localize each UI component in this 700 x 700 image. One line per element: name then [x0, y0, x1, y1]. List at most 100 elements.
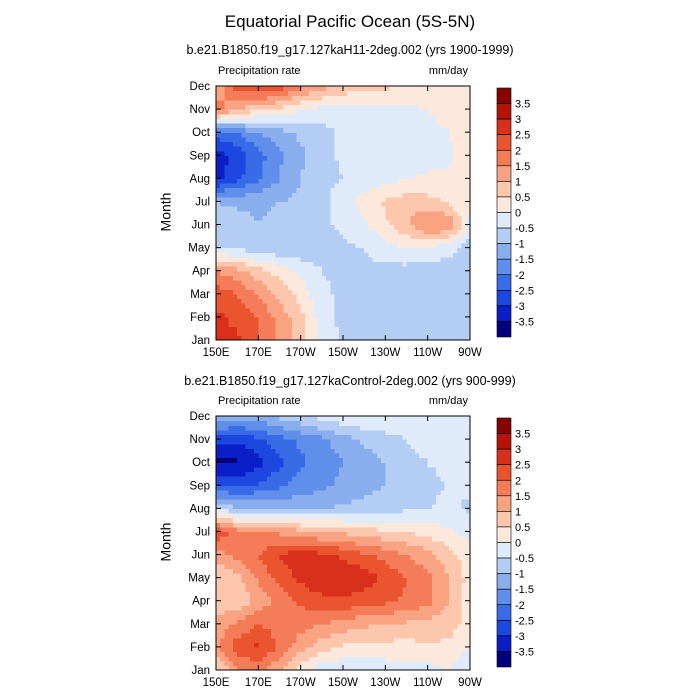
heatmap-cell	[453, 591, 458, 597]
heatmap-cell	[427, 219, 433, 226]
heatmap-cell	[389, 113, 395, 119]
heatmap-cell	[398, 206, 403, 212]
heatmap-cell	[330, 127, 336, 133]
heatmap-cell	[275, 224, 281, 230]
heatmap-cell	[389, 95, 395, 101]
heatmap-cell	[317, 646, 323, 653]
y-tick-label: Aug	[190, 173, 210, 185]
heatmap-cell	[351, 591, 357, 597]
heatmap-cell	[292, 609, 298, 616]
heatmap-cell	[296, 192, 302, 198]
heatmap-cell	[313, 609, 319, 616]
heatmap-cell	[317, 90, 323, 96]
heatmap-cell	[287, 146, 293, 152]
heatmap-cell	[216, 660, 221, 666]
heatmap-cell	[427, 132, 433, 138]
heatmap-cell	[414, 192, 420, 198]
heatmap-cell	[317, 224, 323, 230]
heatmap-cell	[228, 293, 234, 300]
heatmap-cell	[461, 298, 467, 304]
heatmap-cell	[465, 549, 471, 556]
heatmap-cell	[304, 169, 310, 175]
heatmap-cell	[427, 136, 433, 143]
heatmap-cell	[448, 549, 454, 556]
heatmap-cell	[364, 122, 369, 129]
heatmap-cell	[436, 600, 441, 606]
heatmap-cell	[228, 118, 234, 124]
heatmap-cell	[393, 122, 399, 129]
heatmap-cell	[381, 605, 386, 611]
heatmap-cell	[351, 104, 357, 110]
heatmap-cell	[245, 95, 251, 101]
heatmap-cell	[431, 219, 437, 226]
heatmap-cell	[313, 633, 319, 639]
heatmap-cell	[338, 169, 344, 175]
heatmap-cell	[275, 284, 281, 290]
heatmap-cell	[241, 215, 247, 221]
heatmap-cell	[359, 210, 365, 216]
heatmap-cell	[393, 312, 399, 318]
heatmap-cell	[309, 633, 314, 639]
heatmap-cell	[465, 243, 471, 249]
heatmap-cell	[444, 206, 450, 212]
heatmap-cell	[304, 321, 310, 327]
heatmap-cell	[398, 233, 403, 239]
heatmap-cell	[262, 605, 268, 611]
heatmap-cell	[228, 284, 234, 290]
heatmap-cell	[398, 646, 403, 653]
heatmap-cell	[347, 104, 353, 110]
heatmap-cell	[410, 196, 416, 203]
heatmap-cell	[304, 289, 310, 295]
heatmap-cell	[300, 141, 306, 147]
heatmap-cell	[266, 573, 272, 579]
heatmap-cell	[220, 582, 226, 588]
heatmap-cell	[410, 316, 416, 323]
heatmap-cell	[448, 136, 454, 143]
heatmap-cell	[292, 563, 298, 569]
heatmap-cell	[304, 261, 310, 267]
panel-1-colorbar: 3.532.521.510.50-0.5-1-1.5-2-2.5-3-3.5	[496, 87, 534, 338]
heatmap-cell	[220, 559, 226, 565]
heatmap-cell	[279, 192, 285, 198]
heatmap-cell	[440, 233, 446, 239]
heatmap-cell	[453, 573, 458, 579]
heatmap-cell	[372, 252, 378, 258]
heatmap-cell	[304, 136, 310, 143]
heatmap-cell	[436, 573, 441, 579]
heatmap-cell	[309, 127, 314, 133]
heatmap-cell	[343, 159, 348, 166]
heatmap-cell	[300, 164, 306, 170]
heatmap-cell	[232, 155, 238, 161]
heatmap-cell	[385, 289, 391, 295]
heatmap-cell	[414, 637, 420, 643]
heatmap-cell	[444, 95, 450, 101]
heatmap-cell	[343, 146, 348, 152]
heatmap-cell	[220, 312, 226, 318]
heatmap-cell	[228, 150, 234, 156]
heatmap-cell	[381, 243, 386, 249]
heatmap-cell	[262, 256, 268, 263]
heatmap-cell	[224, 321, 230, 327]
heatmap-cell	[347, 266, 353, 272]
heatmap-cell	[364, 656, 369, 662]
heatmap-cell	[292, 118, 298, 124]
heatmap-cell	[343, 279, 348, 286]
heatmap-cell	[376, 86, 382, 92]
heatmap-cell	[245, 122, 251, 129]
heatmap-cell	[355, 665, 361, 671]
heatmap-cell	[376, 173, 382, 179]
heatmap-cell	[271, 224, 276, 230]
heatmap-cell	[419, 651, 425, 657]
heatmap-cell	[427, 312, 433, 318]
heatmap-cell	[431, 192, 437, 198]
heatmap-cell	[444, 573, 450, 579]
heatmap-cell	[317, 642, 323, 648]
heatmap-cell	[287, 586, 293, 593]
heatmap-cell	[262, 660, 268, 666]
heatmap-cell	[309, 182, 314, 189]
heatmap-cell	[245, 582, 251, 588]
heatmap-cell	[414, 642, 420, 648]
heatmap-cell	[343, 559, 348, 565]
heatmap-cell	[347, 146, 353, 152]
heatmap-cell	[351, 210, 357, 216]
